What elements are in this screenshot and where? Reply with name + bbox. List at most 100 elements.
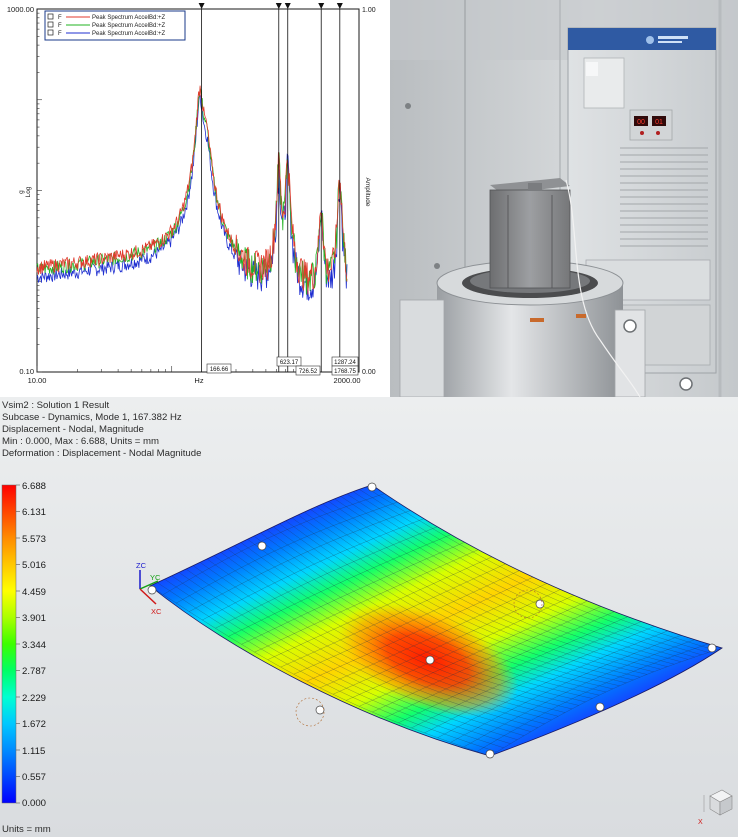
- mesh-line: [182, 566, 525, 736]
- svg-text:726.52: 726.52: [299, 369, 318, 375]
- x-unit-label: Hz: [194, 376, 203, 385]
- side-unit: [399, 299, 445, 397]
- mesh-line: [332, 497, 682, 663]
- mesh-line: [162, 577, 504, 749]
- mesh-line: [332, 589, 561, 695]
- mesh-line: [352, 490, 702, 656]
- fem-graphics: ZC YC XC X: [1, 482, 733, 826]
- mesh-line: [208, 551, 552, 721]
- mesh-line: [267, 556, 494, 660]
- legend-flag: F: [58, 23, 62, 29]
- legend-entry: F Peak Spectrum AccelBd:+Z: [47, 29, 166, 37]
- svg-text:166.66: 166.66: [210, 367, 229, 373]
- mount-point: [485, 749, 495, 759]
- colorbar-label: 5.016: [22, 560, 47, 571]
- mount-point: [595, 702, 605, 712]
- right-top-label: 1.00: [362, 7, 376, 14]
- mount-point: [367, 482, 377, 492]
- fem-result-viewport[interactable]: ZC YC XC X Vsim2 : Solution 1 Result Sub…: [0, 397, 738, 837]
- colorbar-label: 3.901: [22, 613, 47, 624]
- mesh-line: [176, 501, 399, 604]
- mesh-line: [411, 621, 642, 729]
- legend-entry: F Peak Spectrum AccelBd:+Z: [47, 21, 166, 29]
- svg-text:1768.75: 1768.75: [334, 369, 356, 375]
- xc-label: XC: [151, 607, 162, 616]
- spectrum-traces: [36, 85, 348, 301]
- legend-checkbox[interactable]: [47, 29, 54, 36]
- spectrum-plot-panel: 1000.00 0.10 10.00 2000.00 Hz g Log 1.00…: [0, 0, 390, 397]
- mesh-line: [293, 511, 641, 678]
- mesh-line: [424, 625, 655, 734]
- units-label: Units = mm: [2, 824, 51, 835]
- marker-label-1768: 1768.75: [331, 365, 359, 376]
- color-bar-ticks: [16, 484, 20, 804]
- legend-checkbox[interactable]: [47, 13, 54, 20]
- mesh-line: [398, 616, 628, 724]
- marker-label-1287: 1287.24: [331, 356, 359, 367]
- y-bottom-label: 0.10: [19, 367, 34, 376]
- mesh-line: [359, 600, 588, 707]
- mesh-line: [293, 570, 521, 675]
- mount-point: [147, 585, 157, 595]
- colorbar-label: 0.000: [22, 798, 47, 809]
- mesh-line: [189, 562, 531, 732]
- mesh-line: [202, 517, 426, 621]
- colorbar-label: 6.688: [22, 481, 47, 492]
- svg-text:1287.24: 1287.24: [334, 360, 356, 366]
- mesh-line: [476, 643, 709, 752]
- svg-text:623.17: 623.17: [280, 360, 299, 366]
- min-max-line: Min : 0.000, Max : 6.688, Units = mm: [2, 436, 160, 447]
- mesh-line: [319, 501, 668, 667]
- y-top-label: 1000.00: [7, 5, 34, 14]
- mesh-line: [234, 537, 579, 706]
- mesh-line: [463, 639, 696, 748]
- marker-label-623: 623.17: [276, 356, 302, 367]
- svg-text:X: X: [698, 819, 703, 826]
- colorbar-label: 6.131: [22, 507, 47, 518]
- mesh-line: [175, 570, 518, 740]
- mesh-line: [300, 508, 647, 675]
- colorbar-label: 5.573: [22, 534, 47, 545]
- mesh-line: [313, 504, 661, 670]
- colorbar-label: 1.115: [22, 746, 46, 757]
- mesh-line: [247, 531, 593, 699]
- plate-mesh: [150, 485, 722, 756]
- zc-label: ZC: [136, 561, 147, 570]
- photo-illustration: 00 01: [390, 0, 738, 397]
- marker-triangle: [318, 3, 325, 9]
- color-bar: [1, 484, 17, 804]
- mesh-line: [372, 606, 601, 713]
- test-fixture-box: [489, 189, 571, 289]
- mesh-line: [150, 585, 491, 756]
- marker-label-166: 166.66: [206, 363, 232, 374]
- colorbar-label: 1.672: [22, 719, 47, 730]
- legend-entry: F Peak Spectrum AccelBd:+Z: [47, 13, 166, 21]
- y-axis-label-g: g: [18, 190, 25, 194]
- mesh-line: [286, 514, 634, 681]
- marker-triangle: [336, 3, 343, 9]
- displacement-line: Displacement - Nodal, Magnitude: [2, 424, 144, 435]
- x-right-label: 2000.00: [333, 376, 360, 385]
- mesh-line: [450, 634, 682, 743]
- y-axis-label-log: Log: [25, 186, 32, 197]
- mount-point: [315, 705, 325, 715]
- mesh-line: [189, 509, 413, 612]
- mesh-line: [254, 548, 480, 653]
- mesh-line: [280, 516, 627, 684]
- marker-triangle: [275, 3, 282, 9]
- mesh-line: [339, 495, 688, 660]
- cabinet-top-strip: [568, 28, 716, 50]
- mesh-line: [254, 528, 600, 696]
- legend: F Peak Spectrum AccelBd:+Z F Peak Spectr…: [44, 10, 186, 41]
- mesh-line: [221, 544, 566, 713]
- mesh-line: [215, 525, 440, 629]
- mesh-line: [215, 548, 559, 717]
- marker-label-726: 726.52: [295, 365, 321, 376]
- sensor-cable: [565, 179, 641, 397]
- right-bottom-label: 0.00: [362, 369, 376, 376]
- led-readout: [634, 116, 648, 126]
- led-readout: [652, 116, 666, 126]
- view-cube-icon[interactable]: X: [698, 789, 733, 826]
- marker-triangle: [284, 3, 291, 9]
- legend-checkbox[interactable]: [47, 21, 54, 28]
